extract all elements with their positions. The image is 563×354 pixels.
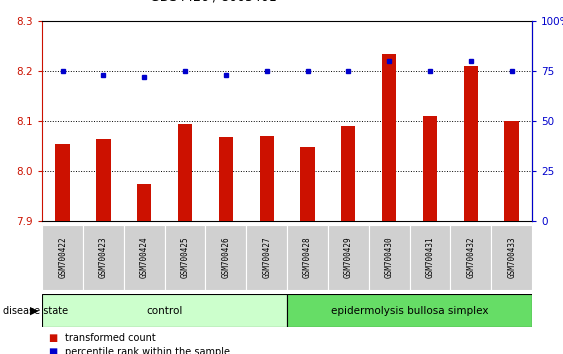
- Bar: [287, 294, 532, 327]
- Bar: [491, 225, 532, 290]
- Text: GSM700429: GSM700429: [344, 237, 353, 278]
- Text: transformed count: transformed count: [65, 333, 155, 343]
- Bar: [83, 225, 124, 290]
- Bar: [246, 225, 287, 290]
- Text: GDS4426 / 8003401: GDS4426 / 8003401: [150, 0, 277, 4]
- Text: control: control: [146, 306, 183, 316]
- Text: epidermolysis bullosa simplex: epidermolysis bullosa simplex: [331, 306, 488, 316]
- Bar: [96, 139, 110, 221]
- Text: GSM700431: GSM700431: [426, 237, 435, 278]
- Bar: [382, 54, 396, 221]
- Bar: [164, 225, 205, 290]
- Text: GSM700425: GSM700425: [181, 237, 190, 278]
- Bar: [410, 225, 450, 290]
- Bar: [464, 66, 478, 221]
- Bar: [423, 116, 437, 221]
- Text: GSM700423: GSM700423: [99, 237, 108, 278]
- Bar: [450, 225, 491, 290]
- Text: ▶: ▶: [29, 306, 38, 316]
- Text: GSM700424: GSM700424: [140, 237, 149, 278]
- Bar: [341, 126, 355, 221]
- Bar: [504, 121, 519, 221]
- Bar: [56, 144, 70, 221]
- Text: GSM700427: GSM700427: [262, 237, 271, 278]
- Text: GSM700422: GSM700422: [58, 237, 67, 278]
- Bar: [124, 225, 164, 290]
- Bar: [178, 124, 192, 221]
- Bar: [369, 225, 410, 290]
- Bar: [219, 137, 233, 221]
- Text: disease state: disease state: [3, 306, 68, 316]
- Bar: [42, 294, 287, 327]
- Text: GSM700430: GSM700430: [385, 237, 394, 278]
- Text: ■: ■: [48, 333, 57, 343]
- Text: GSM700426: GSM700426: [221, 237, 230, 278]
- Text: GSM700433: GSM700433: [507, 237, 516, 278]
- Bar: [205, 225, 246, 290]
- Bar: [287, 225, 328, 290]
- Text: ■: ■: [48, 347, 57, 354]
- Bar: [301, 147, 315, 221]
- Text: percentile rank within the sample: percentile rank within the sample: [65, 347, 230, 354]
- Bar: [42, 225, 83, 290]
- Bar: [328, 225, 369, 290]
- Text: GSM700428: GSM700428: [303, 237, 312, 278]
- Text: GSM700432: GSM700432: [466, 237, 475, 278]
- Bar: [137, 184, 151, 221]
- Bar: [260, 136, 274, 221]
